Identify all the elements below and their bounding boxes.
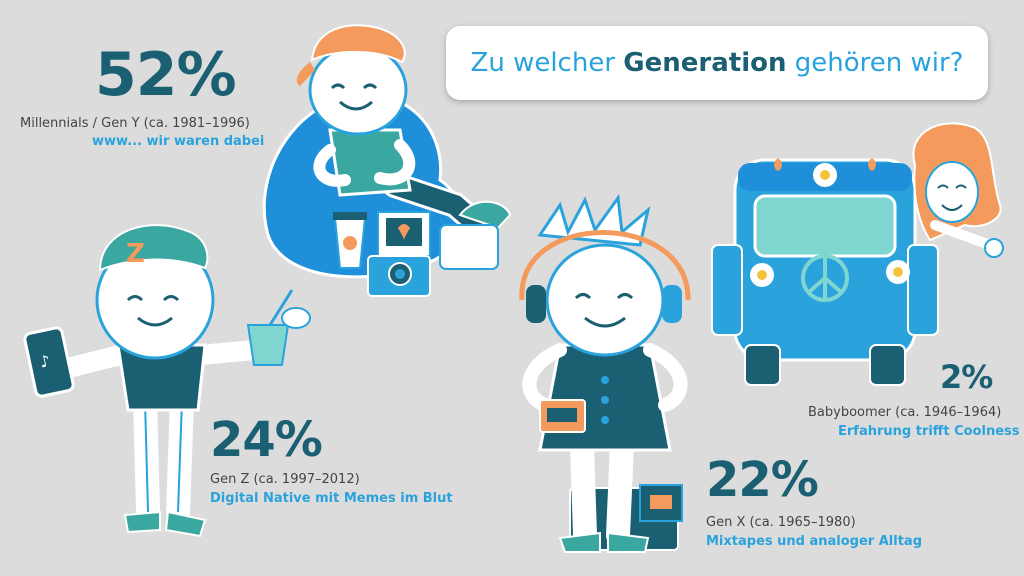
millennials-label: Millennials / Gen Y (ca. 1981–1996) [20, 116, 250, 131]
smartphone-icon: ♪ [23, 326, 75, 398]
millennials-tagline: www... wir waren dabei [92, 134, 265, 149]
boomer-tagline: Erfahrung trifft Coolness [838, 424, 1020, 439]
genz-label: Gen Z (ca. 1997–2012) [210, 472, 360, 487]
boomer-label: Babyboomer (ca. 1946–1964) [808, 405, 1002, 420]
daisy-icon [750, 163, 910, 287]
genz-percent: 24% [210, 412, 323, 468]
genx-tagline: Mixtapes und analoger Alltag [706, 534, 923, 549]
peace-sign-icon [801, 254, 849, 302]
genz-character-illustration: Z ♪ [23, 224, 311, 538]
svg-text:Z: Z [126, 239, 145, 269]
headphones-icon [519, 230, 691, 323]
page-title: Zu welcher Generation gehören wir? [470, 48, 964, 78]
boomer-percent: 2% [940, 358, 993, 396]
bubble-tea-icon [246, 289, 311, 366]
title-box: Zu welcher Generation gehören wir? [446, 26, 988, 100]
vw-bus-illustration [711, 158, 939, 386]
genx-character-illustration [519, 193, 691, 553]
beanbag-millennial-illustration [262, 24, 512, 297]
redhead-woman-illustration [912, 122, 1004, 258]
svg-text:♪: ♪ [38, 351, 52, 372]
millennials-percent: 52% [95, 40, 237, 110]
polaroid-camera-icon [367, 211, 431, 297]
coffee-cup-icon [333, 212, 367, 269]
genx-percent: 22% [706, 452, 819, 508]
genz-tagline: Digital Native mit Memes im Blut [210, 491, 453, 506]
genx-label: Gen X (ca. 1965–1980) [706, 515, 856, 530]
cassette-player-icon [539, 399, 586, 433]
